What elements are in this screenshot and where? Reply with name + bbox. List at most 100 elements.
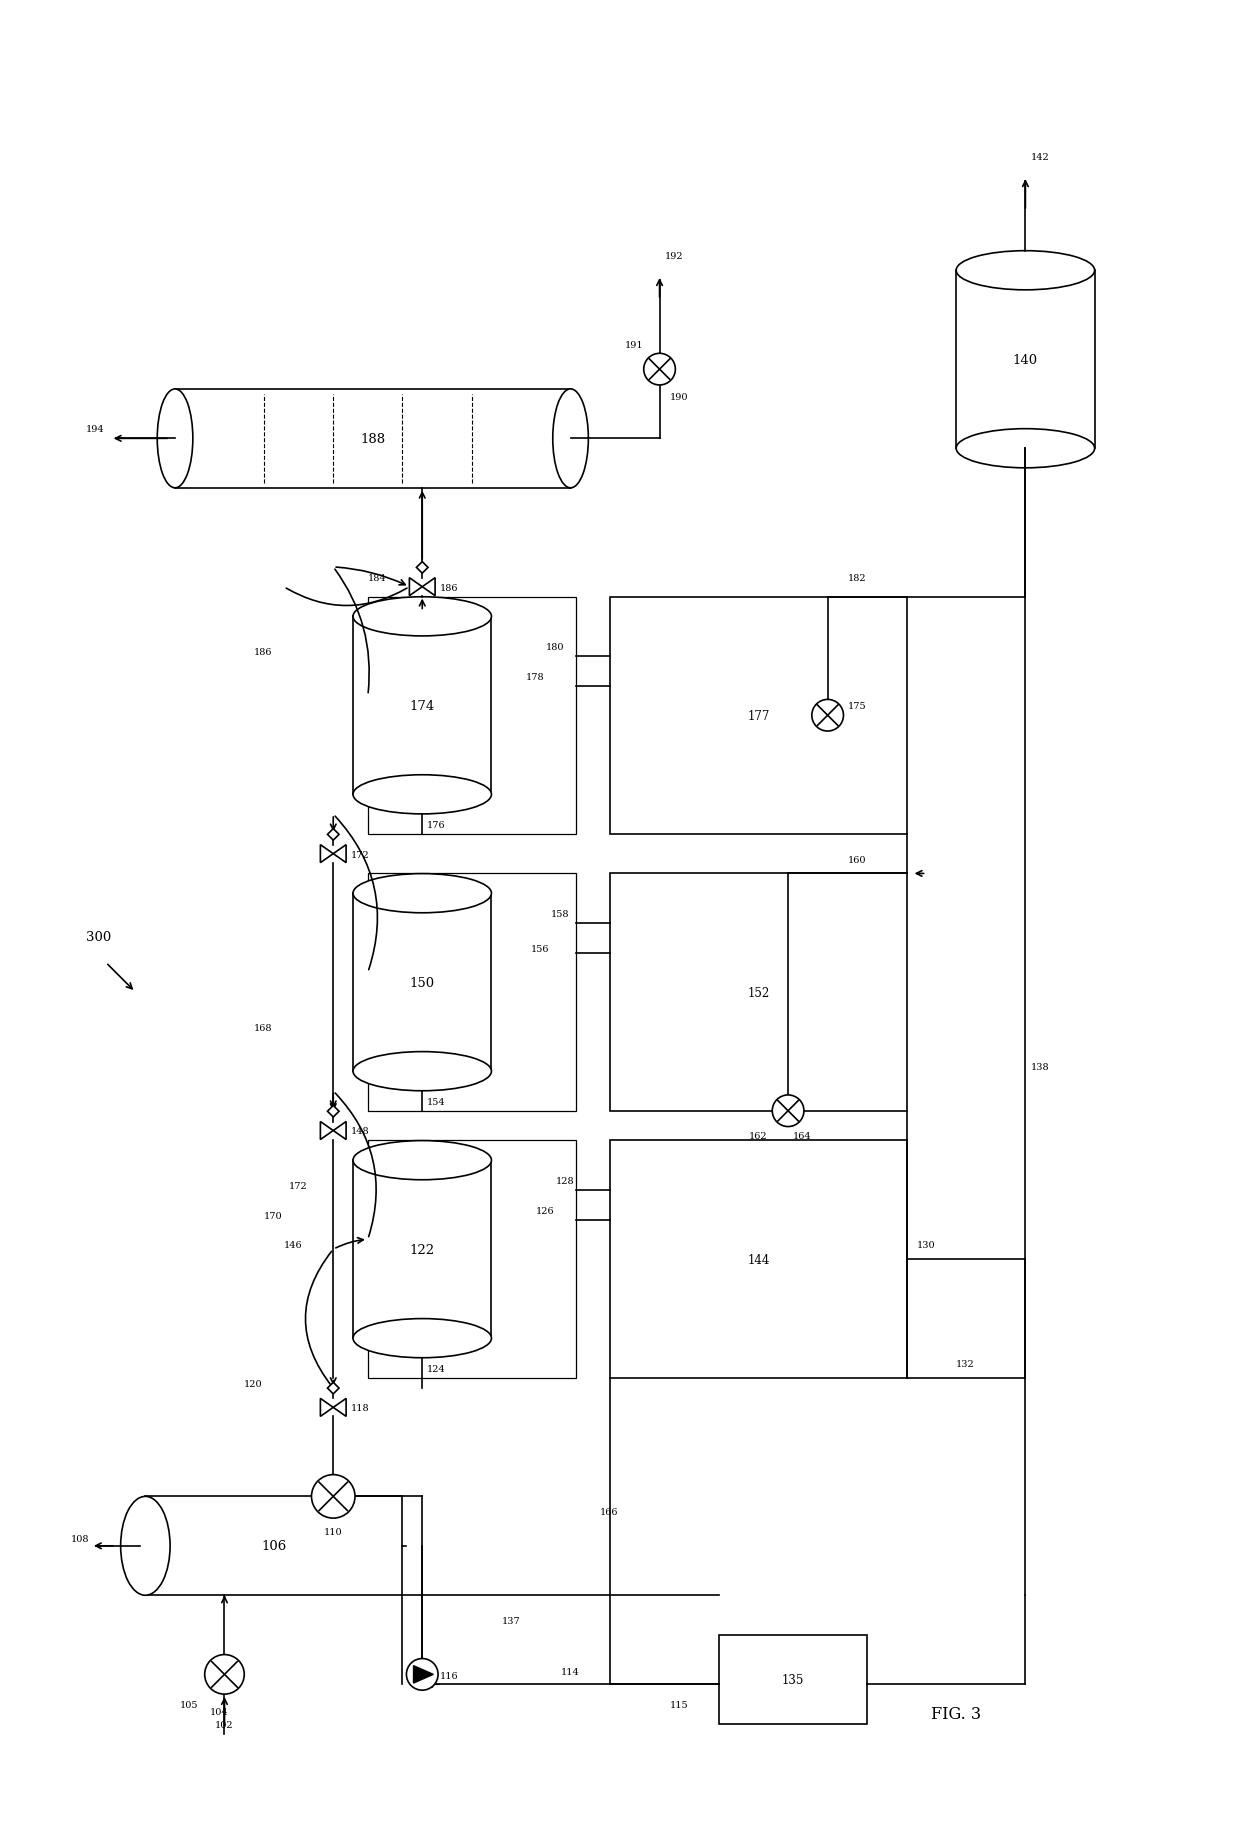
Text: 148: 148: [351, 1127, 370, 1136]
Text: 140: 140: [1013, 354, 1038, 366]
Text: 182: 182: [847, 574, 866, 582]
Text: 186: 186: [440, 583, 459, 592]
Polygon shape: [320, 1398, 334, 1416]
Circle shape: [311, 1475, 355, 1519]
Ellipse shape: [956, 252, 1095, 290]
Polygon shape: [327, 1382, 339, 1395]
Bar: [610, 873, 906, 1112]
Ellipse shape: [120, 1497, 170, 1595]
Text: 176: 176: [428, 820, 446, 829]
Text: 300: 300: [86, 930, 112, 942]
Ellipse shape: [353, 1052, 491, 1092]
Text: 120: 120: [244, 1378, 263, 1387]
Text: 124: 124: [428, 1364, 446, 1373]
Text: 132: 132: [956, 1360, 975, 1367]
Text: 160: 160: [847, 855, 866, 864]
Ellipse shape: [353, 875, 491, 913]
Text: 172: 172: [351, 850, 370, 859]
Ellipse shape: [353, 1318, 491, 1358]
Polygon shape: [334, 1121, 346, 1139]
FancyArrowPatch shape: [305, 1252, 331, 1385]
Text: 106: 106: [262, 1539, 286, 1553]
Text: 174: 174: [409, 700, 435, 713]
Ellipse shape: [157, 390, 193, 489]
Text: 135: 135: [782, 1674, 805, 1686]
Bar: [368, 1141, 575, 1378]
Circle shape: [644, 354, 676, 386]
Text: 122: 122: [409, 1243, 435, 1256]
Bar: [353, 1161, 491, 1338]
Circle shape: [407, 1659, 438, 1690]
FancyArrowPatch shape: [335, 571, 370, 693]
Polygon shape: [320, 846, 334, 862]
Text: 177: 177: [748, 709, 770, 722]
Text: 138: 138: [1030, 1063, 1049, 1072]
Ellipse shape: [353, 1141, 491, 1179]
Bar: [145, 1497, 403, 1595]
Polygon shape: [327, 1107, 339, 1117]
Text: 115: 115: [670, 1701, 688, 1708]
Ellipse shape: [353, 775, 491, 815]
Text: 114: 114: [560, 1668, 579, 1677]
Text: 170: 170: [264, 1210, 283, 1220]
Polygon shape: [334, 846, 346, 862]
Text: 108: 108: [71, 1533, 89, 1542]
Polygon shape: [417, 561, 428, 574]
Bar: [368, 873, 575, 1112]
Ellipse shape: [353, 598, 491, 636]
Bar: [175, 390, 570, 489]
Text: 137: 137: [501, 1615, 520, 1624]
Text: 178: 178: [526, 673, 544, 682]
Text: 166: 166: [600, 1508, 619, 1517]
Text: 188: 188: [361, 432, 386, 445]
Text: 192: 192: [665, 252, 683, 261]
Bar: [610, 598, 906, 835]
Text: 180: 180: [546, 642, 564, 651]
Bar: [368, 598, 575, 835]
Bar: [719, 1635, 867, 1725]
Text: 154: 154: [428, 1097, 446, 1107]
FancyArrowPatch shape: [336, 1238, 363, 1249]
Text: 156: 156: [531, 944, 549, 953]
Text: 168: 168: [254, 1023, 273, 1032]
Text: 142: 142: [1030, 153, 1049, 162]
Text: 190: 190: [670, 392, 688, 401]
Ellipse shape: [956, 430, 1095, 469]
Circle shape: [812, 700, 843, 731]
Text: 194: 194: [86, 425, 104, 434]
FancyArrowPatch shape: [331, 817, 336, 829]
Text: 150: 150: [409, 975, 435, 990]
Bar: [610, 1141, 906, 1378]
Text: 104: 104: [210, 1706, 228, 1715]
Circle shape: [205, 1655, 244, 1694]
Polygon shape: [320, 1121, 334, 1139]
Text: 116: 116: [440, 1672, 459, 1681]
Text: 105: 105: [180, 1701, 198, 1708]
Polygon shape: [413, 1666, 433, 1683]
Text: FIG. 3: FIG. 3: [931, 1706, 981, 1723]
Ellipse shape: [553, 390, 588, 489]
Text: 191: 191: [625, 341, 644, 350]
FancyArrowPatch shape: [336, 567, 405, 585]
Bar: [353, 616, 491, 795]
Text: 126: 126: [536, 1205, 554, 1214]
Text: 175: 175: [847, 702, 866, 711]
Text: 172: 172: [289, 1181, 308, 1190]
FancyArrowPatch shape: [335, 817, 377, 970]
Bar: [956, 272, 1095, 448]
Polygon shape: [409, 578, 423, 596]
Circle shape: [773, 1096, 804, 1127]
Text: 146: 146: [284, 1240, 303, 1249]
Text: 102: 102: [215, 1719, 233, 1728]
FancyArrowPatch shape: [331, 1094, 336, 1107]
Text: 184: 184: [368, 574, 387, 582]
Text: 152: 152: [748, 986, 770, 999]
Polygon shape: [334, 1398, 346, 1416]
FancyArrowPatch shape: [335, 1094, 376, 1238]
Text: 164: 164: [794, 1132, 812, 1141]
Bar: [353, 893, 491, 1072]
Text: 110: 110: [324, 1528, 342, 1537]
Polygon shape: [423, 578, 435, 596]
Text: 162: 162: [749, 1132, 768, 1141]
Text: 144: 144: [748, 1252, 770, 1265]
